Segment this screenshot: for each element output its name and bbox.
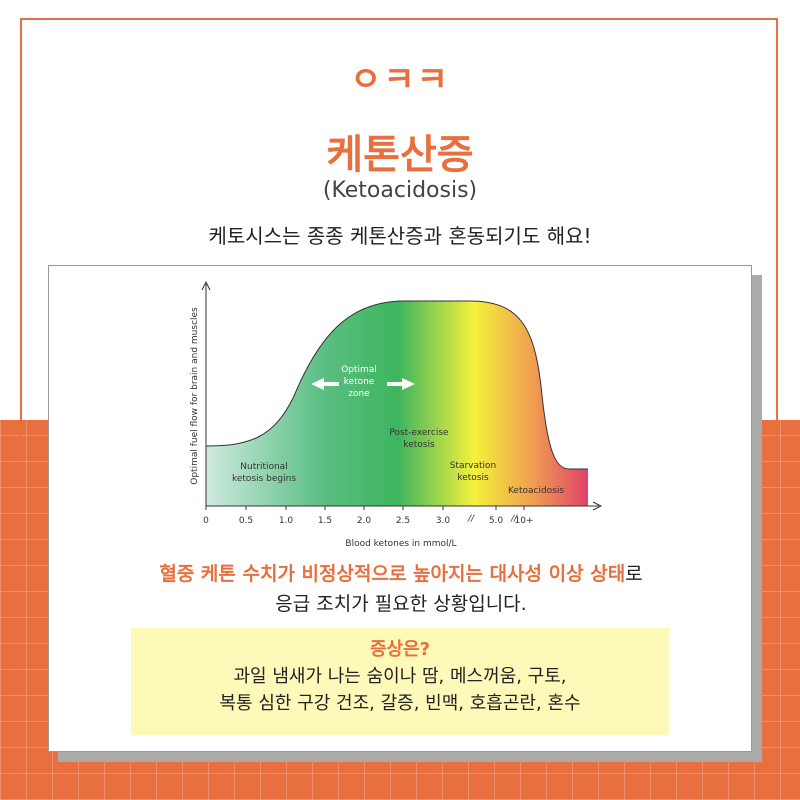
title: 케톤산증 [326,132,474,178]
x-tick-label: 2.5 [396,516,410,526]
annotation: Starvation [450,461,497,471]
arrow-left [311,378,339,390]
annotation: ketone [344,377,375,387]
x-tick-label: 1.0 [279,516,294,526]
curve-area [206,301,588,506]
x-tick-label: 0.5 [239,516,253,526]
description-line1: 혈중 케톤 수치가 비정상적으로 높아지는 대사성 이상 상태로 [49,559,753,586]
x-tick-label: 0 [203,516,209,526]
annotation: Post-exercise [389,428,449,438]
y-arrow [201,280,211,291]
x-axis-label: Blood ketones in mmol/L [345,539,456,549]
symptoms-box: 증상은? 과일 냄새가 나는 숨이나 땀, 메스꺼움, 구토, 복통 심한 구강… [131,628,669,735]
description-suffix: 로 [625,563,643,585]
figure: // // Optimal fuel flow for brain and mu… [190,280,603,549]
annotation: ketosis [403,440,435,450]
x-tick-label: 3.0 [436,516,451,526]
symptoms-line: 복통 심한 구강 건조, 갈증, 빈맥, 호흡곤란, 혼수 [219,693,581,714]
description-highlight: 혈중 케톤 수치가 비정상적으로 높아지는 대사성 이상 상태 [159,563,626,585]
card: // // Optimal fuel flow for brain and mu… [48,265,752,752]
annotation: Optimal [341,365,377,375]
x-tick-label: 1.5 [318,516,332,526]
logo: ㅇㅋㅋ [350,60,450,100]
annotation: Ketoacidosis [508,486,564,496]
symptoms-line: 과일 냄새가 나는 숨이나 땀, 메스꺼움, 구토, [233,666,567,687]
frame [20,18,778,438]
annotation: zone [348,389,370,399]
curve-line [205,300,588,470]
x-tick-label: 2.0 [357,516,372,526]
axis-break: // [510,514,518,524]
annotation: ketosis begins [232,474,296,484]
annotation: Nutritional [240,462,287,472]
description-line2: 응급 조치가 필요한 상황입니다. [275,593,527,615]
annotation: ketosis [457,473,489,483]
title-english: (Ketoacidosis) [322,178,478,203]
symptoms-heading: 증상은? [369,639,431,660]
arrow-right [387,378,415,390]
x-arrow [592,501,603,511]
x-tick-label: 10+ [515,516,534,526]
x-tick-label: 5.0 [489,516,504,526]
y-axis-label: Optimal fuel flow for brain and muscles [190,307,200,485]
axis-break: // [467,514,475,524]
subtitle: 케토시스는 종종 케톤산증과 혼동되기도 해요! [208,224,592,248]
